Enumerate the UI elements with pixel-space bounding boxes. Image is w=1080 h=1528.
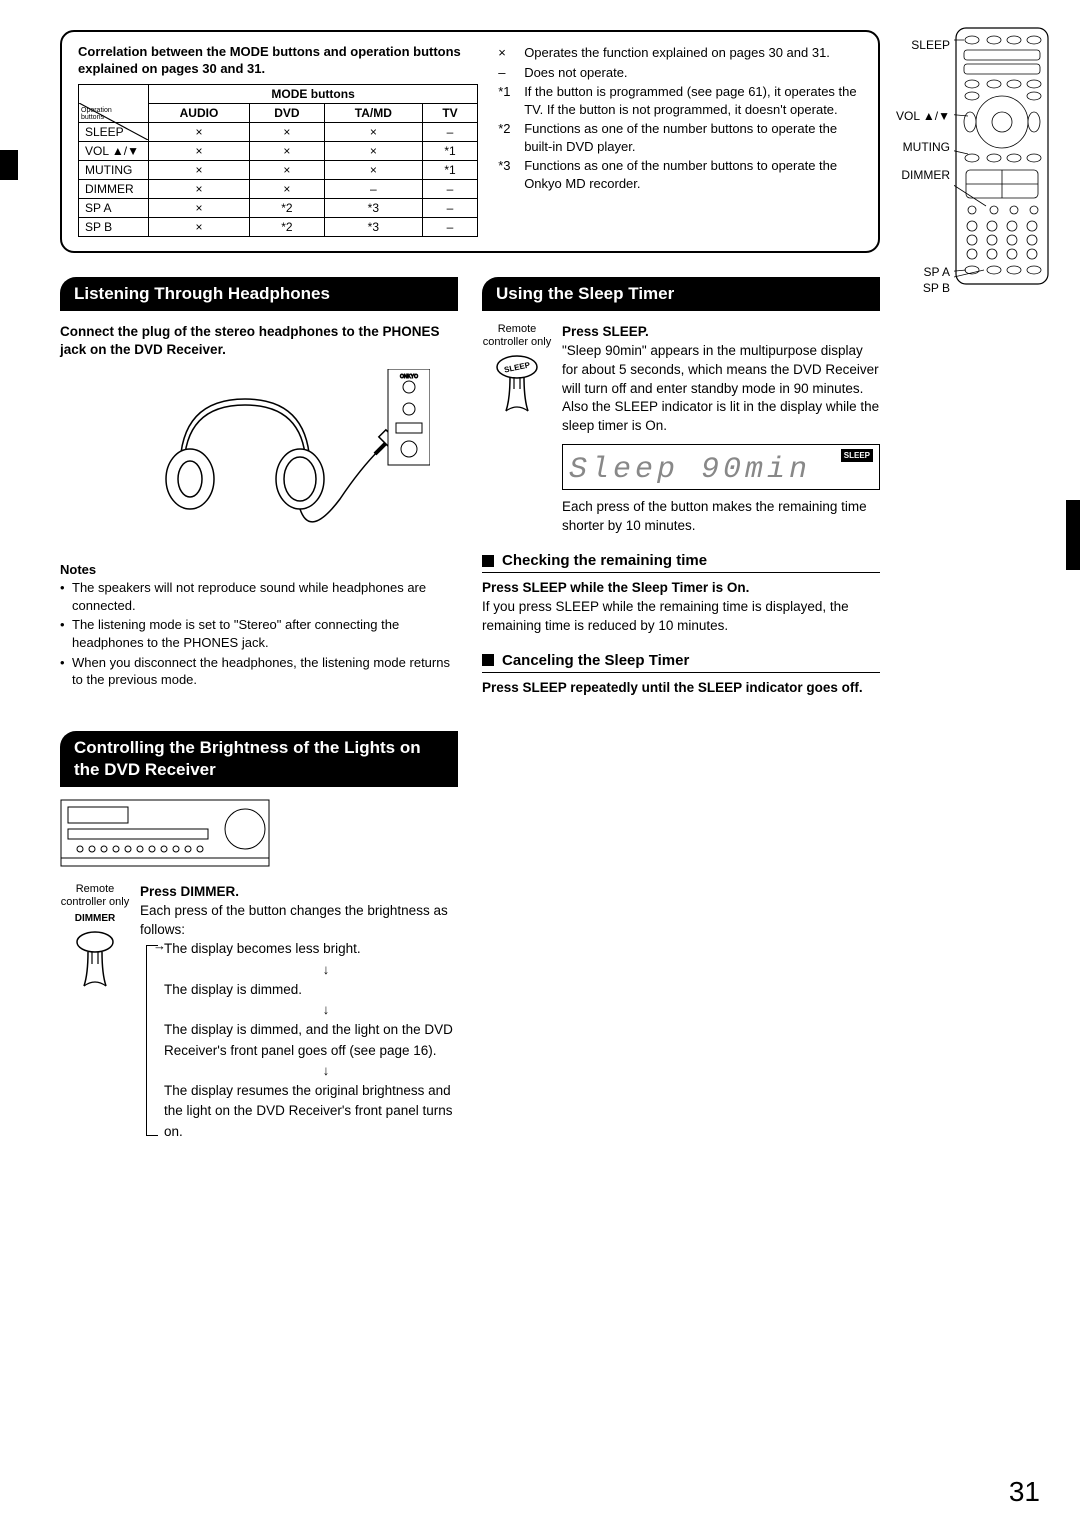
note-item: •The listening mode is set to "Stereo" a… (60, 616, 458, 651)
remote-label-spa: SP A (896, 265, 950, 281)
lcd-text: Sleep 90min (569, 453, 811, 487)
square-icon (482, 555, 494, 567)
square-icon (482, 654, 494, 666)
right-column: Using the Sleep Timer Remote controller … (482, 277, 880, 1142)
col-dvd: DVD (249, 103, 324, 122)
brightness-title: Controlling the Brightness of the Lights… (60, 731, 458, 787)
legend-list: ×Operates the function explained on page… (498, 44, 862, 237)
table-row: VOL ▲/▼×××*1 (79, 141, 478, 160)
legend-item: *2Functions as one of the number buttons… (498, 120, 862, 155)
note-item: •When you disconnect the headphones, the… (60, 654, 458, 689)
mode-buttons-header: MODE buttons (149, 84, 478, 103)
sleep-title: Using the Sleep Timer (482, 277, 880, 311)
flow-step: The display becomes less bright. (164, 939, 458, 959)
receiver-illustration (60, 799, 270, 869)
remote-label-column: SLEEP VOL ▲/▼ MUTING DIMMER SP A SP B (896, 34, 950, 296)
sleep-after: Each press of the button makes the remai… (562, 498, 880, 536)
lcd-display: SLEEP Sleep 90min (562, 444, 880, 490)
legend-item: *3Functions as one of the number buttons… (498, 157, 862, 192)
table-row: DIMMER××–– (79, 179, 478, 198)
down-arrow-icon: ↓ (194, 1061, 458, 1081)
cancel-title: Canceling the Sleep Timer (502, 652, 689, 669)
col-tv: TV (422, 103, 477, 122)
flow-step: The display is dimmed, and the light on … (164, 1020, 458, 1061)
press-dimmer: Press DIMMER. (140, 883, 458, 902)
headphones-title: Listening Through Headphones (60, 277, 458, 311)
down-arrow-icon: ↓ (194, 960, 458, 980)
check-subhead: Checking the remaining time (482, 552, 880, 573)
check-body: If you press SLEEP while the remaining t… (482, 598, 880, 636)
press-sleep: Press SLEEP. (562, 323, 880, 342)
notes-list: •The speakers will not reproduce sound w… (60, 579, 458, 688)
dimmer-intro: Each press of the button changes the bri… (140, 902, 458, 940)
headphones-illustration: ONKYO (150, 369, 458, 552)
remote-label-sleep: SLEEP (896, 34, 950, 57)
remote-illustration (954, 26, 1050, 286)
cancel-subhead: Canceling the Sleep Timer (482, 652, 880, 673)
note-item: •The speakers will not reproduce sound w… (60, 579, 458, 614)
flow-step: The display is dimmed. (164, 980, 458, 1000)
correlation-heading: Correlation between the MODE buttons and… (78, 44, 478, 78)
legend-item: –Does not operate. (498, 64, 862, 82)
side-tab (0, 150, 18, 180)
page-number: 31 (1009, 1476, 1040, 1508)
table-row: MUTING×××*1 (79, 160, 478, 179)
sleep-body: "Sleep 90min" appears in the multipurpos… (562, 342, 880, 436)
left-column: Listening Through Headphones Connect the… (60, 277, 458, 1142)
dimmer-button-icon (70, 928, 120, 998)
legend-item: ×Operates the function explained on page… (498, 44, 862, 62)
check-bold: Press SLEEP while the Sleep Timer is On. (482, 579, 880, 598)
table-row: SP A×*2*3– (79, 198, 478, 217)
remote-label-muting: MUTING (896, 136, 950, 159)
mode-table: Operationbuttons MODE buttons AUDIO DVD … (78, 84, 478, 237)
side-tab-right (1066, 500, 1080, 570)
remote-label-vol: VOL ▲/▼ (896, 105, 950, 128)
remote-label-dimmer: DIMMER (896, 164, 950, 187)
legend-item: *1If the button is programmed (see page … (498, 83, 862, 118)
dimmer-flow: The display becomes less bright.↓The dis… (146, 939, 458, 1142)
table-row: SP B×*2*3– (79, 217, 478, 236)
flow-step: The display resumes the original brightn… (164, 1081, 458, 1142)
down-arrow-icon: ↓ (194, 1000, 458, 1020)
correlation-box: Correlation between the MODE buttons and… (60, 30, 880, 253)
remote-only-label-dimmer: Remote controller only (60, 883, 130, 909)
col-audio: AUDIO (149, 103, 250, 122)
cancel-bold: Press SLEEP repeatedly until the SLEEP i… (482, 679, 880, 698)
svg-text:ONKYO: ONKYO (400, 374, 418, 380)
lcd-badge: SLEEP (841, 449, 873, 462)
dimmer-badge: DIMMER (60, 913, 130, 924)
headphones-intro: Connect the plug of the stereo headphone… (60, 323, 458, 359)
col-tamd: TA/MD (324, 103, 422, 122)
remote-only-label-sleep: Remote controller only (482, 323, 552, 349)
sleep-button-icon: SLEEP (492, 353, 542, 423)
remote-label-spb: SP B (896, 281, 950, 297)
check-title: Checking the remaining time (502, 552, 707, 569)
notes-heading: Notes (60, 562, 458, 577)
